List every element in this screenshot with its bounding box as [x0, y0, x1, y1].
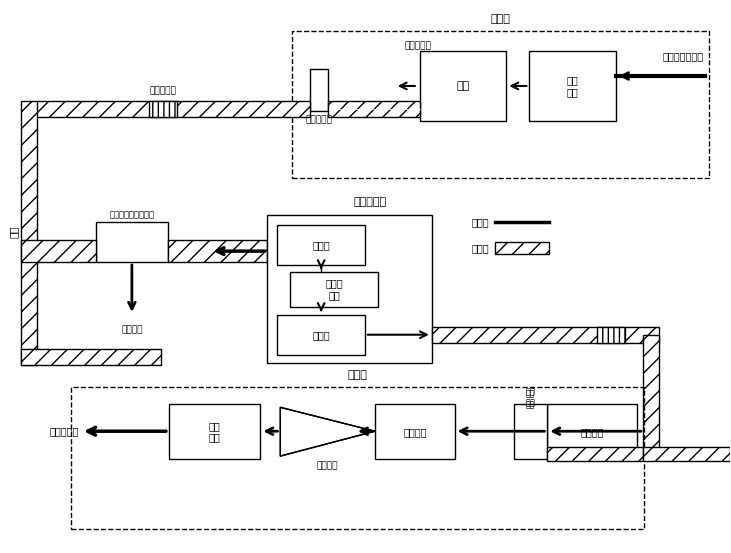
Text: 再生中继器: 再生中继器	[353, 197, 387, 207]
Text: 光纤合束代分复用器: 光纤合束代分复用器	[110, 211, 154, 220]
Text: 光端
收端: 光端 收端	[526, 390, 535, 409]
Bar	[290, 272, 378, 307]
Text: 接收端: 接收端	[348, 371, 368, 380]
Bar	[96, 222, 167, 262]
Text: 光纤: 光纤	[8, 226, 18, 238]
Text: 光发: 光发	[456, 81, 470, 91]
Bar	[548, 404, 637, 459]
Polygon shape	[280, 408, 375, 456]
Text: 光放大器: 光放大器	[317, 462, 338, 471]
Bar	[169, 404, 260, 459]
Bar	[643, 447, 730, 461]
Bar	[375, 404, 455, 459]
Bar	[310, 69, 328, 111]
Bar	[292, 31, 708, 179]
Bar	[277, 315, 365, 354]
Text: 电信号输出: 电信号输出	[50, 426, 79, 436]
Bar	[21, 348, 161, 364]
Text: 光纤耦合器: 光纤耦合器	[306, 116, 333, 125]
Text: 电信号
再生: 电信号 再生	[325, 279, 343, 300]
Bar	[268, 215, 432, 363]
Bar	[328, 101, 420, 117]
Bar	[529, 51, 616, 121]
Text: 电信号入口信号: 电信号入口信号	[662, 51, 704, 61]
Bar	[37, 101, 310, 117]
Bar	[643, 335, 659, 454]
Bar	[149, 101, 177, 117]
Text: 信号
解调: 信号 解调	[209, 421, 221, 442]
Text: 发送端: 发送端	[491, 14, 510, 24]
Text: 电信号: 电信号	[472, 217, 490, 227]
Text: 光放大器: 光放大器	[580, 427, 604, 437]
Text: 缓冲备份: 缓冲备份	[121, 325, 143, 334]
Text: 光信号: 光信号	[472, 243, 490, 253]
Bar	[494, 242, 549, 254]
Bar	[432, 327, 659, 343]
Bar	[21, 101, 37, 364]
Bar	[548, 447, 643, 461]
Text: 光接收器: 光接收器	[403, 427, 427, 437]
Bar	[420, 51, 507, 121]
Bar	[21, 240, 96, 262]
Text: 光端
收端: 光端 收端	[526, 388, 535, 407]
Bar	[597, 327, 625, 343]
Text: 光缆接头盒: 光缆接头盒	[149, 86, 176, 96]
Bar	[515, 404, 548, 459]
Text: 调制
电路: 调制 电路	[567, 75, 578, 97]
Text: 光发射: 光发射	[312, 330, 330, 340]
Bar	[71, 388, 644, 529]
Bar	[167, 240, 268, 262]
Bar	[277, 225, 365, 265]
Text: 光纤耦合器: 光纤耦合器	[404, 41, 431, 51]
Text: 光接收: 光接收	[312, 240, 330, 250]
